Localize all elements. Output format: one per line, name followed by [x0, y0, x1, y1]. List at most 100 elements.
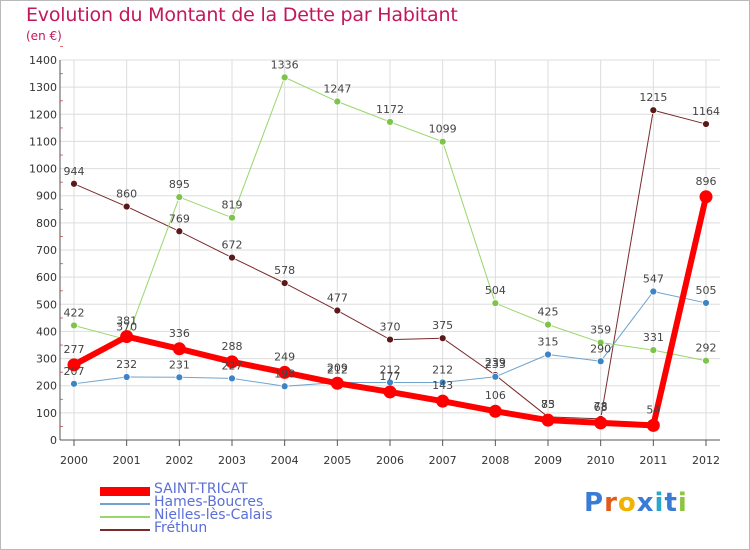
data-point-saint-tricat: [67, 358, 81, 372]
y-tick-label: 1200: [29, 108, 57, 121]
data-label-nielles-l-s-calais: 422: [64, 306, 85, 319]
data-label-saint-tricat: 177: [380, 370, 401, 383]
data-label-hames-boucres: 233: [485, 358, 506, 371]
data-point-saint-tricat: [646, 418, 660, 432]
data-label-fr-thun: 85: [541, 398, 555, 411]
data-point-hames-boucres: [438, 378, 447, 387]
y-tick-label: 0: [50, 434, 57, 447]
data-point-fr-thun: [333, 306, 342, 315]
data-point-hames-boucres: [491, 372, 500, 381]
data-label-hames-boucres: 212: [327, 363, 348, 376]
x-tick-label: 2004: [271, 454, 299, 467]
x-tick-label: 2007: [429, 454, 457, 467]
x-tick-label: 2000: [60, 454, 88, 467]
y-tick-label: 1100: [29, 135, 57, 148]
data-point-fr-thun: [438, 334, 447, 343]
data-point-nielles-l-s-calais: [702, 356, 710, 365]
data-labels: 944 860 769 672 578 477 370 375 239 85 78 1215 1164 4…: [64, 58, 721, 416]
data-point-nielles-l-s-calais: [175, 193, 184, 201]
data-label-nielles-l-s-calais: 819: [222, 199, 243, 212]
data-point-fr-thun: [702, 120, 710, 128]
data-label-saint-tricat: 209: [327, 361, 348, 374]
data-label-nielles-l-s-calais: 1247: [323, 83, 351, 96]
x-tick-label: 2005: [323, 454, 351, 467]
data-point-fr-thun: [386, 335, 394, 344]
data-label-fr-thun: 1164: [692, 105, 720, 118]
legend-swatch: [100, 486, 150, 496]
x-tick-label: 2003: [218, 454, 246, 467]
data-point-hames-boucres: [280, 382, 289, 391]
x-tick-label: 2001: [113, 454, 141, 467]
x-tick-label: 2010: [587, 454, 615, 467]
data-label-nielles-l-s-calais: 1172: [376, 103, 404, 116]
y-tick-label: 200: [36, 380, 57, 393]
chart-unit: (en €): [26, 29, 62, 43]
legend-label: Nielles-lès-Calais: [154, 507, 273, 523]
x-tick-label: 2012: [692, 454, 720, 467]
legend-label: SAINT-TRICAT: [154, 481, 248, 497]
series-lines: [67, 73, 713, 432]
proxiti-logo: Proxiti: [584, 488, 688, 518]
axes: 0 100 200 300 400 500 600 700 800 900 1000 1100 1200…: [29, 46, 720, 467]
legend-label: Hames-Boucres: [154, 494, 264, 510]
data-label-hames-boucres: 315: [538, 336, 559, 349]
y-tick-label: 1400: [29, 54, 57, 67]
data-label-fr-thun: 860: [116, 188, 137, 201]
data-point-fr-thun: [175, 227, 184, 236]
data-point-nielles-l-s-calais: [596, 338, 605, 347]
data-label-fr-thun: 78: [594, 400, 608, 413]
data-label-nielles-l-s-calais: 370: [116, 321, 137, 334]
data-point-fr-thun: [228, 253, 236, 262]
data-label-nielles-l-s-calais: 895: [169, 178, 190, 191]
x-tick-label: 2002: [165, 454, 193, 467]
data-label-fr-thun: 239: [485, 356, 506, 369]
data-label-nielles-l-s-calais: 1099: [429, 123, 457, 136]
x-tick-label: 2011: [639, 454, 667, 467]
data-label-fr-thun: 672: [222, 239, 243, 252]
data-label-hames-boucres: 227: [222, 359, 243, 372]
data-label-saint-tricat: 381: [116, 315, 137, 328]
data-point-nielles-l-s-calais: [386, 117, 394, 126]
data-label-nielles-l-s-calais: 359: [590, 324, 611, 337]
data-label-saint-tricat: 896: [696, 175, 717, 188]
data-point-hames-boucres: [649, 287, 658, 296]
data-point-nielles-l-s-calais: [333, 97, 342, 106]
data-label-fr-thun: 375: [432, 319, 453, 332]
data-point-saint-tricat: [699, 190, 713, 204]
data-point-saint-tricat: [120, 330, 134, 344]
data-label-saint-tricat: 249: [274, 350, 295, 363]
data-label-hames-boucres: 212: [432, 363, 453, 376]
data-label-nielles-l-s-calais: 504: [485, 284, 506, 297]
data-label-nielles-l-s-calais: 1336: [271, 58, 299, 71]
data-point-nielles-l-s-calais: [544, 320, 552, 329]
data-point-nielles-l-s-calais: [280, 73, 289, 82]
data-label-hames-boucres: 212: [380, 363, 401, 376]
data-label-nielles-l-s-calais: 292: [696, 342, 717, 355]
data-label-saint-tricat: 143: [432, 379, 453, 392]
data-label-hames-boucres: 547: [643, 273, 664, 286]
y-tick-label: 1000: [29, 163, 57, 176]
data-label-fr-thun: 578: [274, 264, 295, 277]
data-label-saint-tricat: 73: [541, 398, 555, 411]
data-point-fr-thun: [70, 179, 78, 188]
data-point-hames-boucres: [70, 379, 78, 388]
data-label-saint-tricat: 288: [222, 340, 243, 353]
data-point-hames-boucres: [544, 350, 552, 359]
data-point-saint-tricat: [488, 404, 502, 418]
data-point-saint-tricat: [172, 342, 186, 356]
data-point-saint-tricat: [225, 355, 239, 369]
data-point-nielles-l-s-calais: [70, 321, 78, 330]
data-point-fr-thun: [649, 106, 658, 115]
data-label-fr-thun: 370: [380, 321, 401, 334]
data-point-nielles-l-s-calais: [438, 137, 447, 146]
data-label-saint-tricat: 277: [64, 343, 85, 356]
y-tick-label: 100: [36, 407, 57, 420]
data-point-hames-boucres: [596, 357, 605, 366]
data-label-hames-boucres: 290: [590, 342, 611, 355]
data-label-fr-thun: 477: [327, 292, 348, 305]
legend-swatch: [100, 529, 150, 531]
data-point-nielles-l-s-calais: [228, 213, 236, 222]
legend-swatch: [100, 516, 150, 518]
data-label-nielles-l-s-calais: 331: [643, 331, 664, 344]
y-tick-label: 700: [36, 244, 57, 257]
